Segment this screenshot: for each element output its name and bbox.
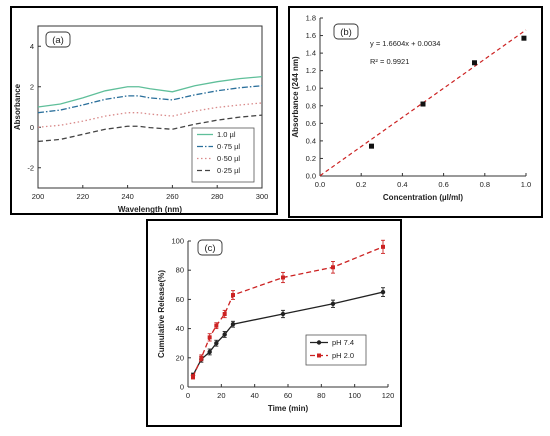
x-tick-label: 0.8 [480,180,490,189]
data-point [207,349,212,355]
y-axis-label: Absorbance [13,83,22,130]
y-tick-label: 0.0 [306,172,316,181]
data-point [381,244,385,249]
series-line-1 [192,246,384,378]
panel-label: (c) [204,243,215,254]
y-tick-label: 4 [30,42,34,51]
y-axis-label: Absorbance (244 nm) [291,56,300,138]
x-tick-label: 1.0 [521,180,531,189]
x-axis-label: Time (min) [268,404,309,413]
y-tick-label: 0.6 [306,119,316,128]
y-tick-label: 0 [30,123,34,132]
data-point [222,332,227,337]
panel-label: (b) [340,27,352,38]
data-point [230,322,236,327]
x-tick-label: 0.4 [397,180,407,189]
legend-box [191,127,255,183]
y-tick-label: 0.2 [306,154,316,163]
fit-equation: y = 1.6604x + 0.0034 [370,39,440,48]
x-tick-label: 100 [348,391,361,400]
x-tick-label: 280 [211,192,224,201]
fit-r-squared: R² = 0.9921 [370,57,409,66]
y-tick-label: 0.8 [306,101,316,110]
legend-label: 0·25 µl [217,166,240,175]
chart-panel-a: 200 220 240 260 280 300 -2 0 2 4 Wavelength (nm) Ab… [10,6,278,215]
y-tick-label: 100 [171,237,184,246]
data-point [521,35,527,41]
legend-box [305,334,367,366]
panel-label: (a) [52,35,64,46]
series-line-3 [37,114,263,143]
x-tick-label: 300 [256,192,269,201]
data-point [330,301,336,306]
legend-label: 0·75 µl [217,142,240,151]
x-tick-label: 220 [77,192,90,201]
x-axis-label: Concentration (µl/ml) [383,193,464,202]
x-tick-label: 0.2 [356,180,366,189]
chart-c-svg: 0 20 40 60 80 100 120 0 20 40 60 80 100 Time (min) Cum… [157,237,395,414]
chart-b-svg: 0.0 0.2 0.4 0.6 0.8 1.0 0.0 0.2 0.4 0.6 0.8 1.0 1.2 1… [291,14,531,203]
data-point [207,335,212,340]
y-tick-label: 1.6 [306,31,316,40]
data-point [472,60,477,66]
y-tick-label: 0.4 [306,136,316,145]
data-point [214,323,219,328]
x-tick-label: 80 [317,391,325,400]
series-line-2 [37,102,263,128]
panel-label-box [333,23,359,40]
data-point [191,374,195,379]
y-tick-label: 2 [30,82,34,91]
legend-label: pH 2.0 [332,351,354,360]
series-line-0 [37,75,263,108]
y-tick-label: 40 [176,324,184,333]
x-tick-label: 0 [186,391,190,400]
data-point [214,341,219,346]
y-tick-label: 20 [176,353,184,362]
data-point [280,311,286,317]
data-point [199,355,204,360]
x-tick-label: 60 [284,391,292,400]
y-tick-label: 80 [176,266,184,275]
legend-label: 0·50 µl [217,154,240,163]
y-tick-label: 1.4 [306,49,316,58]
x-tick-label: 120 [382,391,395,400]
panel-label-box [197,239,223,256]
series-line-1 [37,85,263,114]
chart-a-svg: 200 220 240 260 280 300 -2 0 2 4 Wavelength (nm) Ab… [13,25,269,214]
y-tick-label: 60 [176,295,184,304]
legend-marker [316,340,322,345]
chart-panel-b: 0.0 0.2 0.4 0.6 0.8 1.0 0.0 0.2 0.4 0.6 0.8 1.0 1.2 1… [288,6,543,218]
y-axis-label: Cumulative Release(%) [157,270,166,358]
x-axis-label: Wavelength (nm) [118,205,182,214]
x-tick-label: 20 [217,391,225,400]
x-tick-label: 0.0 [315,180,325,189]
data-point [331,265,335,270]
x-tick-label: 240 [121,192,134,201]
data-point [231,293,235,298]
legend-label: pH 7.4 [332,338,354,347]
data-point [281,275,285,280]
legend-label: 1.0 µl [217,130,236,139]
x-tick-label: 260 [166,192,179,201]
y-tick-label: 1.2 [306,66,316,75]
data-point [222,312,227,316]
y-tick-label: 1.8 [306,14,316,23]
y-tick-label: -2 [27,163,34,172]
x-tick-label: 200 [32,192,45,201]
data-point [380,289,386,295]
legend-marker [317,353,321,358]
panel-label-box [45,31,71,48]
chart-panel-c: 0 20 40 60 80 100 120 0 20 40 60 80 100 Time (min) Cum… [146,219,402,427]
y-tick-label: 0 [180,383,184,392]
data-point [369,143,374,149]
x-tick-label: 0.6 [438,180,448,189]
data-point [420,101,426,107]
y-tick-label: 1.0 [306,84,316,93]
x-tick-label: 40 [250,391,258,400]
